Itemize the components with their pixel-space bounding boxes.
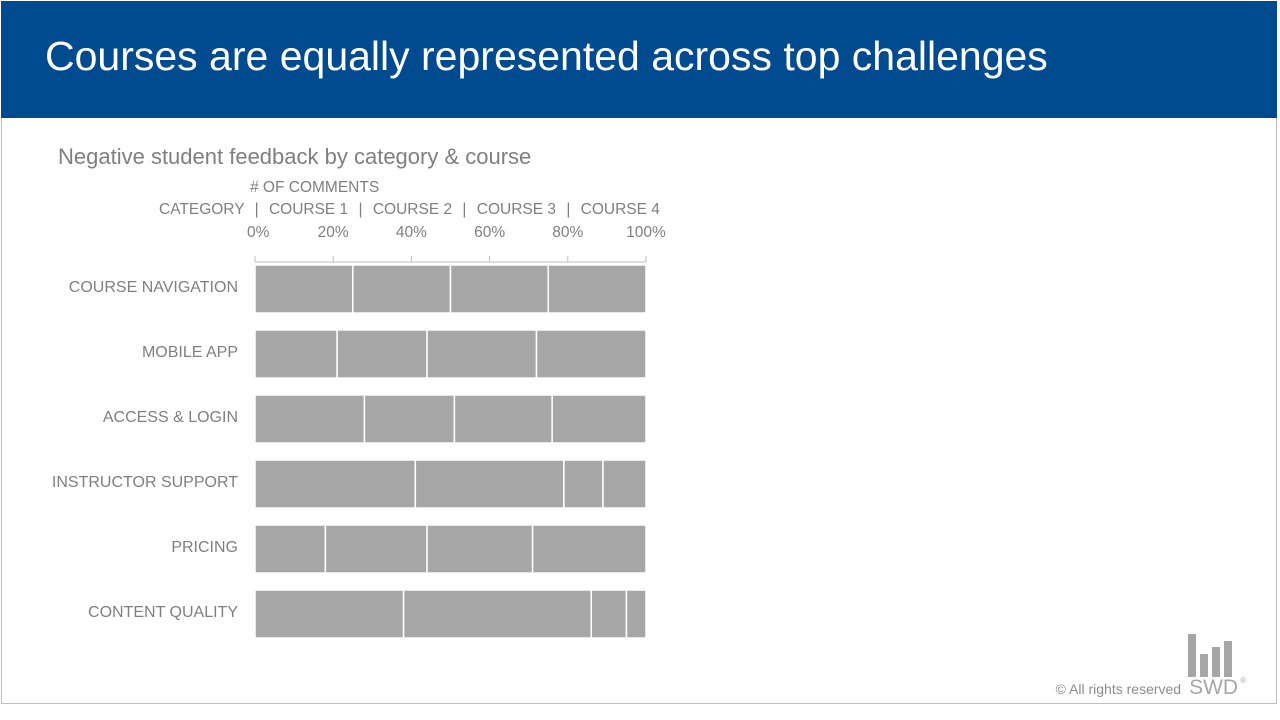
- bar-segment-course-1: [254, 329, 338, 379]
- category-label: PRICING: [171, 539, 238, 556]
- chart-title: Negative student feedback by category & …: [58, 144, 532, 169]
- bar-segment-course-2: [363, 394, 456, 444]
- bar-segment-course-3: [449, 264, 549, 314]
- bar-segment-course-3: [453, 394, 553, 444]
- bar-segment-course-1: [254, 264, 354, 314]
- bar-segment-course-3: [426, 329, 538, 379]
- x-tick-label: 80%: [552, 224, 584, 241]
- bar-segment-course-4: [547, 264, 647, 314]
- category-label: MOBILE APP: [141, 344, 238, 361]
- bar-segment-course-1: [254, 589, 405, 639]
- x-tick-label: 0%: [247, 224, 270, 241]
- legend-category: CATEGORY: [159, 201, 245, 218]
- bar-segment-course-4: [531, 524, 647, 574]
- legend-course-1: COURSE 1: [268, 201, 349, 218]
- category-label: CONTENT QUALITY: [88, 604, 238, 621]
- registered-mark: ®: [1240, 676, 1246, 685]
- bar-segment-course-1: [254, 394, 366, 444]
- bar-segment-course-2: [402, 589, 593, 639]
- bar-segment-course-3: [426, 524, 534, 574]
- bar-segment-course-3: [590, 589, 628, 639]
- category-label: COURSE NAVIGATION: [68, 279, 238, 296]
- category-label: INSTRUCTOR SUPPORT: [51, 474, 238, 491]
- x-tick-label: 40%: [395, 224, 427, 241]
- x-axis-label: # OF COMMENTS: [250, 179, 380, 196]
- bar-segment-course-4: [625, 589, 647, 639]
- legend-course-2: COURSE 2: [372, 201, 453, 218]
- bar-segment-course-3: [563, 459, 604, 509]
- bar-segment-course-4: [535, 329, 647, 379]
- legend-course-3: COURSE 3: [476, 201, 556, 218]
- bar-segment-course-1: [254, 524, 327, 574]
- bar-segment-course-4: [602, 459, 647, 509]
- bar-segment-course-2: [414, 459, 565, 509]
- x-tick-label: 60%: [474, 224, 506, 241]
- bar-segment-course-1: [254, 459, 417, 509]
- footer: © All rights reserved SWD ®: [1056, 676, 1246, 700]
- copyright: © All rights reserved: [1055, 681, 1182, 697]
- header-bar: Courses are equally represented across t…: [1, 1, 1277, 118]
- category-label: ACCESS & LOGIN: [102, 409, 238, 426]
- slide-title: Courses are equally represented across t…: [45, 33, 1048, 79]
- swd-logo-bars-icon: [1188, 634, 1232, 677]
- x-tick-label: 100%: [626, 224, 666, 241]
- swd-logo-text: SWD: [1189, 676, 1239, 699]
- legend-course-4: COURSE 4: [580, 201, 660, 218]
- legend-line: CATEGORY | COURSE 1 | COURSE 2 | COURSE …: [159, 201, 660, 218]
- bar-segment-course-2: [352, 264, 452, 314]
- x-tick-label: 20%: [317, 224, 349, 241]
- bar-segment-course-2: [324, 524, 428, 574]
- bar-segment-course-2: [336, 329, 428, 379]
- bar-segment-course-4: [551, 394, 647, 444]
